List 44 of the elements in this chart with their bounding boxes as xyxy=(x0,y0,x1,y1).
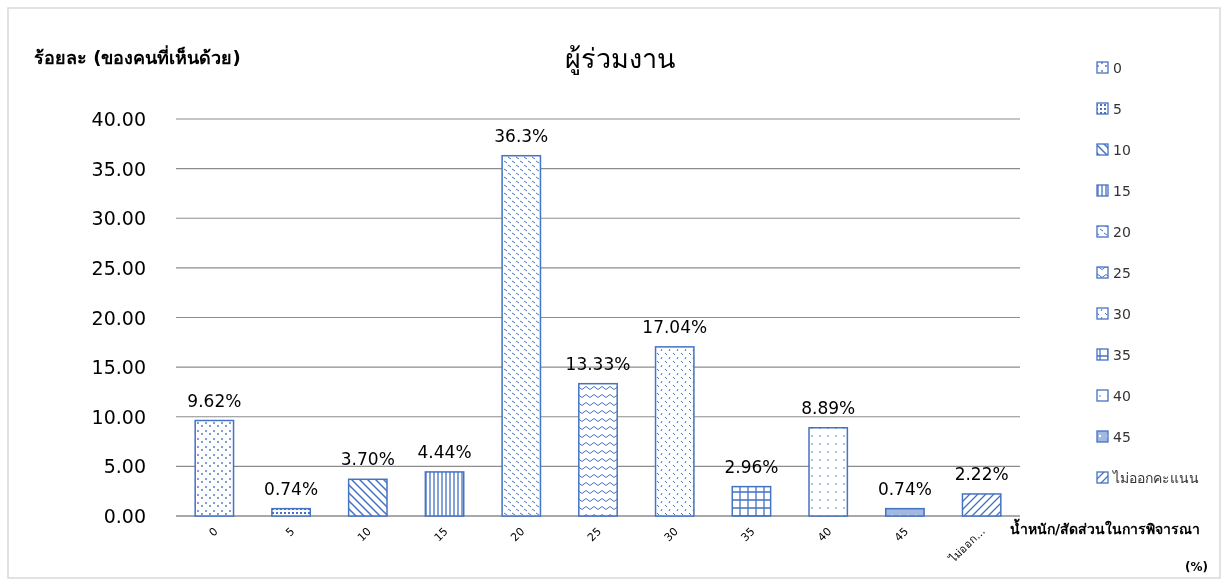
legend-label: 35 xyxy=(1113,347,1131,363)
data-label: 3.70% xyxy=(340,449,395,470)
y-tick-label: 10.00 xyxy=(91,405,146,428)
x-tick-label: 10 xyxy=(354,524,374,545)
data-label: 0.74% xyxy=(877,478,932,499)
x-tick-label: 25 xyxy=(585,524,605,545)
legend-label: 10 xyxy=(1113,142,1131,158)
legend-label: 20 xyxy=(1113,224,1131,240)
y-tick-label: 40.00 xyxy=(91,108,146,130)
data-label: 2.22% xyxy=(954,463,1009,484)
data-label: 4.44% xyxy=(417,441,472,462)
x-tick-label: 20 xyxy=(508,524,528,545)
legend-label: 25 xyxy=(1113,265,1131,281)
legend-label: 40 xyxy=(1113,388,1131,404)
data-label: 13.33% xyxy=(565,353,631,374)
data-label: 8.89% xyxy=(801,397,856,418)
x-tick-label: 45 xyxy=(891,524,912,545)
x-tick-label: 30 xyxy=(661,524,681,545)
chart-title: ผู้ร่วมงาน xyxy=(565,43,675,75)
y-axis-title: ร้อยละ (ของคนที่เห็นด้วย) xyxy=(34,45,241,68)
legend-label: ไม่ออกคะแนน xyxy=(1112,470,1199,486)
x-tick-label: 5 xyxy=(283,524,298,540)
legend-label: 15 xyxy=(1113,183,1131,199)
y-tick-label: 25.00 xyxy=(91,256,146,279)
data-label: 17.04% xyxy=(642,316,708,337)
legend-label: 0 xyxy=(1113,60,1122,76)
legend-label: 30 xyxy=(1113,306,1131,322)
x-tick-label: 40 xyxy=(815,524,835,545)
y-tick-label: 35.00 xyxy=(91,157,146,180)
x-tick-label: 35 xyxy=(738,524,758,545)
data-label: 9.62% xyxy=(187,390,242,411)
y-tick-label: 15.00 xyxy=(91,356,146,379)
y-tick-label: 5.00 xyxy=(103,455,146,478)
data-label: 36.3% xyxy=(494,125,549,146)
x-tick-label: 0 xyxy=(206,524,221,540)
data-label: 2.96% xyxy=(724,456,779,477)
ไม่ออกคะแนน: 2.22% xyxy=(954,463,1009,517)
legend-label: 5 xyxy=(1113,101,1122,117)
x-tick-label: 15 xyxy=(431,524,451,545)
y-tick-label: 0.00 xyxy=(103,505,146,527)
y-tick-label: 20.00 xyxy=(91,306,146,329)
data-label: 0.74% xyxy=(264,478,319,499)
legend-label: 45 xyxy=(1113,429,1131,445)
y-tick-label: 30.00 xyxy=(91,207,146,230)
